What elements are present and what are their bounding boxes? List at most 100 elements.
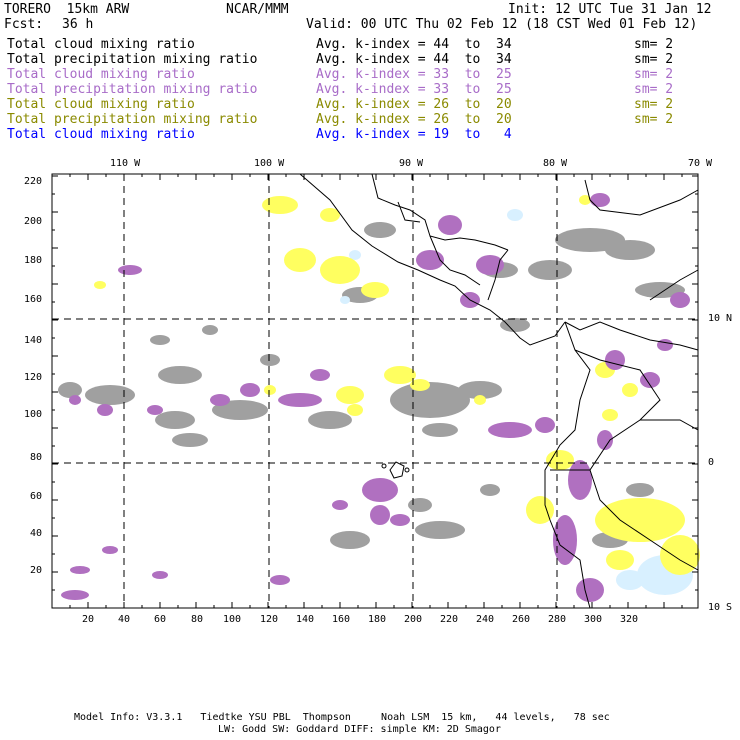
cloud-patch xyxy=(422,423,458,437)
lon-label: 90 W xyxy=(399,158,424,169)
cloud-patch xyxy=(597,430,613,450)
legend-index: Avg. k-index = 26 to 20 xyxy=(316,112,512,127)
cloud-patch xyxy=(535,417,555,433)
cloud-patch xyxy=(147,405,163,415)
cloud-patch xyxy=(69,395,81,405)
y-tick-label: 160 xyxy=(24,294,43,305)
cloud-patch xyxy=(546,450,574,470)
x-tick-label: 220 xyxy=(440,614,459,625)
legend-smoothing: sm= 2 xyxy=(634,97,674,112)
cloud-patch xyxy=(284,248,316,272)
lon-label: 70 W xyxy=(688,158,713,169)
init-time: Init: 12 UTC Tue 31 Jan 12 xyxy=(508,2,712,17)
cloud-patch xyxy=(150,335,170,345)
cloud-patch xyxy=(158,366,202,384)
cloud-patch xyxy=(568,460,592,500)
lon-label: 110 W xyxy=(110,158,141,169)
graticule xyxy=(52,174,698,608)
cloud-patch xyxy=(347,404,363,416)
lon-label: 80 W xyxy=(543,158,568,169)
cloud-patch xyxy=(595,498,685,542)
cloud-patch xyxy=(320,256,360,284)
border xyxy=(584,179,699,216)
cloud-patch xyxy=(320,208,340,222)
y-tick-label: 200 xyxy=(24,216,43,227)
cloud-patch xyxy=(70,566,90,574)
legend-field: Total precipitation mixing ratio xyxy=(7,112,258,127)
cloud-patch xyxy=(415,521,465,539)
cloud-patch xyxy=(622,383,638,397)
border xyxy=(649,269,699,301)
island xyxy=(404,467,410,473)
x-tick-label: 40 xyxy=(118,614,131,625)
legend-index: Avg. k-index = 26 to 20 xyxy=(316,97,512,112)
cloud-patch xyxy=(410,379,430,391)
legend-field: Total cloud mixing ratio xyxy=(7,37,195,52)
legend-index: Avg. k-index = 19 to 4 xyxy=(316,127,512,142)
cloud-patch xyxy=(576,578,604,602)
cloud-patch xyxy=(240,383,260,397)
cloud-patch xyxy=(526,496,554,524)
legend-index: Avg. k-index = 44 to 34 xyxy=(316,52,512,67)
map-frame xyxy=(51,173,699,609)
cloud-patch xyxy=(635,282,685,298)
legend-index: Avg. k-index = 33 to 25 xyxy=(316,82,512,97)
physics-info: LW: Godd SW: Goddard DIFF: simple KM: 2D… xyxy=(218,724,501,735)
legend-smoothing: sm= 2 xyxy=(634,52,674,67)
x-tick-label: 120 xyxy=(260,614,279,625)
x-tick-label: 100 xyxy=(223,614,242,625)
x-tick-label: 140 xyxy=(296,614,315,625)
cloud-patch xyxy=(94,281,106,289)
y-tick-label: 100 xyxy=(24,409,43,420)
cloud-patch xyxy=(579,195,591,205)
cloud-patch xyxy=(332,500,348,510)
cloud-patch xyxy=(657,339,673,351)
legend-smoothing: sm= 2 xyxy=(634,37,674,52)
cloud-patch xyxy=(605,240,655,260)
cloud-patch xyxy=(58,382,82,398)
x-tick-label: 20 xyxy=(82,614,95,625)
cloud-patch xyxy=(270,575,290,585)
cloud-patch xyxy=(85,385,135,405)
x-tick-label: 160 xyxy=(332,614,351,625)
x-tick-label: 240 xyxy=(476,614,495,625)
legend-index: Avg. k-index = 33 to 25 xyxy=(316,67,512,82)
cloud-patch xyxy=(118,265,142,275)
cloud-patch xyxy=(155,411,195,429)
cloud-patch xyxy=(278,393,322,407)
model-title: TORERO 15km ARW xyxy=(4,2,130,17)
coastline xyxy=(299,173,566,346)
cloud-patch xyxy=(264,385,276,395)
x-tick-label: 200 xyxy=(404,614,423,625)
legend-smoothing: sm= 2 xyxy=(634,67,674,82)
cloud-patch xyxy=(416,250,444,270)
cloud-patch xyxy=(590,193,610,207)
cloud-patch xyxy=(616,570,644,590)
lat-label: 10 S xyxy=(708,602,733,613)
legend-field: Total precipitation mixing ratio xyxy=(7,82,258,97)
island xyxy=(381,463,387,469)
cloud-patch xyxy=(390,514,410,526)
legend-row: Total precipitation mixing ratio xyxy=(7,52,257,67)
cloud-patch xyxy=(172,433,208,447)
y-tick-label: 180 xyxy=(24,255,43,266)
cloud-patch xyxy=(458,381,502,399)
forecast-label: Fcst: xyxy=(4,17,44,32)
cloud-patch xyxy=(384,366,416,384)
cloud-patch xyxy=(97,404,113,416)
cloud-patch xyxy=(606,550,634,570)
legend-field: Total cloud mixing ratio xyxy=(7,127,195,142)
cloud-patch xyxy=(336,386,364,404)
cloud-patch xyxy=(480,484,500,496)
cloud-patch xyxy=(640,372,660,388)
cloud-patch xyxy=(202,325,218,335)
cloud-patch xyxy=(438,215,462,235)
lat-label: 10 N xyxy=(708,313,733,324)
coastline xyxy=(371,173,509,251)
cloud-patch xyxy=(553,515,577,565)
cloud-patch xyxy=(212,400,268,420)
y-tick-label: 20 xyxy=(30,565,43,576)
cloud-patch xyxy=(102,546,118,554)
cloud-patch xyxy=(61,590,89,600)
